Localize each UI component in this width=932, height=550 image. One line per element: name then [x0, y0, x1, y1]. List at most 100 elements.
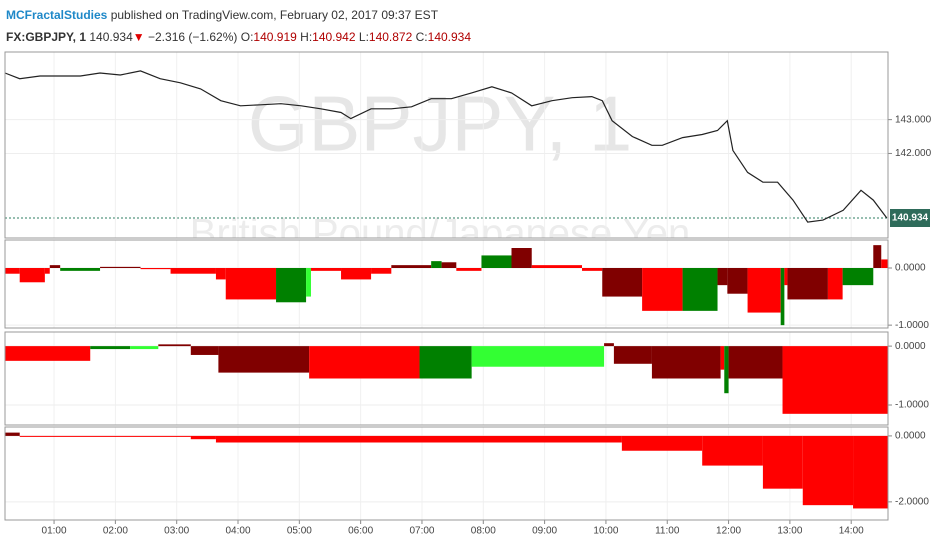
histogram-bar — [90, 346, 131, 350]
histogram-bar — [787, 268, 828, 300]
x-tick-label: 11:00 — [655, 526, 680, 537]
histogram-bar — [5, 346, 91, 361]
last: 140.934 — [89, 30, 133, 44]
histogram-bar — [682, 268, 718, 311]
histogram-bar — [727, 268, 748, 294]
histogram-bar — [621, 435, 703, 451]
histogram-bar — [720, 346, 725, 370]
x-tick-label: 02:00 — [103, 526, 128, 537]
header-line: MCFractalStudies published on TradingVie… — [6, 4, 471, 26]
histogram-bar — [306, 268, 311, 297]
x-tick-label: 03:00 — [164, 526, 189, 537]
ohlc-label: C: — [415, 30, 428, 44]
histogram-bar — [431, 261, 442, 268]
ohlc-value: 140.872 — [368, 30, 413, 44]
histogram-bar — [5, 432, 20, 436]
histogram-bar — [310, 268, 342, 271]
histogram-bar — [309, 346, 420, 379]
histogram-bar — [218, 346, 310, 373]
x-tick-label: 09:00 — [532, 526, 557, 537]
histogram-bar — [827, 268, 843, 300]
x-tick-label: 07:00 — [409, 526, 434, 537]
histogram-bar — [391, 265, 432, 268]
histogram-bar — [602, 268, 643, 297]
watermark-title: GBPJPY, 1 — [248, 80, 632, 168]
x-tick-label: 06:00 — [348, 526, 373, 537]
histogram-bar — [784, 268, 788, 286]
published: published on TradingView.com, February 0… — [110, 8, 439, 22]
histogram-bar — [728, 346, 783, 379]
histogram-bar — [651, 346, 721, 379]
histogram-bar — [441, 262, 457, 268]
y-tick-label: 0.0000 — [895, 341, 926, 352]
y-tick-label: -1.0000 — [895, 400, 929, 411]
histogram-bar — [702, 435, 763, 466]
histogram-bar — [276, 268, 307, 303]
histogram-bar — [762, 435, 803, 489]
histogram-bar — [140, 268, 171, 270]
ohlc-value: 140.919 — [253, 30, 297, 44]
histogram-bar — [582, 268, 603, 271]
histogram-bar — [842, 268, 874, 286]
histogram-bar — [717, 268, 728, 286]
histogram-bar — [873, 245, 882, 268]
watermark-subtitle: British Pound/Japanese Yen — [190, 212, 690, 256]
ohlc-label: L: — [358, 30, 369, 44]
histogram-bar — [49, 265, 61, 268]
histogram-bar — [215, 268, 226, 280]
histogram-bar — [802, 435, 854, 506]
ohlc: O:140.919 H:140.942 L:140.872 C:140.934 — [241, 30, 471, 44]
histogram-bar — [471, 346, 605, 367]
price-line — [4, 70, 888, 223]
histogram-bar — [215, 435, 622, 443]
ohlc-label: O: — [240, 30, 254, 44]
x-tick-label: 05:00 — [287, 526, 312, 537]
histogram-bar — [225, 268, 277, 300]
header: MCFractalStudies published on TradingVie… — [6, 4, 471, 48]
quote-line: FX:GBPJPY, 1 140.934▼ −2.316 (−1.62%) O:… — [6, 26, 471, 48]
histogram-bar — [481, 255, 512, 268]
symbol: FX:GBPJPY, 1 — [6, 30, 87, 44]
y-tick-label: -2.0000 — [895, 497, 929, 508]
histogram-bar — [190, 435, 216, 440]
histogram-bar — [724, 346, 729, 394]
x-tick-label: 12:00 — [716, 526, 741, 537]
y-tick-label: 0.0000 — [895, 263, 926, 274]
change: −2.316 (−1.62%) — [148, 30, 238, 44]
y-tick-label: 143.000 — [895, 114, 932, 125]
histogram-bar — [170, 268, 216, 274]
histogram-bar — [5, 268, 20, 274]
histogram-bar — [642, 268, 683, 311]
price-pill-text: 140.934 — [892, 213, 929, 224]
histogram-bar — [881, 259, 888, 268]
histogram-bar — [130, 346, 159, 350]
histogram-bar — [19, 268, 45, 283]
x-tick-label: 04:00 — [225, 526, 250, 537]
watermark: GBPJPY, 1 British Pound/Japanese Yen — [190, 80, 690, 256]
histogram-bar — [19, 435, 191, 437]
price-pill — [890, 209, 930, 227]
y-tick-label: 142.000 — [895, 148, 932, 159]
histogram-bar — [780, 268, 785, 326]
arrow: ▼ — [132, 30, 145, 44]
histogram-bar — [456, 268, 482, 271]
ohlc-label: H: — [300, 30, 313, 44]
ohlc-value: 140.942 — [312, 30, 356, 44]
histogram-bar — [341, 268, 372, 280]
x-tick-label: 01:00 — [42, 526, 67, 537]
histogram-bar — [60, 268, 101, 271]
x-tick-label: 08:00 — [471, 526, 496, 537]
histogram-bar — [613, 346, 652, 364]
author[interactable]: MCFractalStudies — [6, 8, 108, 22]
histogram-bar — [100, 266, 141, 268]
frames — [4, 51, 889, 521]
histogram-bar — [747, 268, 781, 313]
histogram-bar — [371, 268, 392, 274]
histogram-bar — [853, 435, 888, 509]
histogram-bar — [44, 268, 50, 274]
histogram-bar — [782, 346, 888, 414]
x-tick-label: 13:00 — [777, 526, 802, 537]
x-tick-label: 10:00 — [593, 526, 618, 537]
